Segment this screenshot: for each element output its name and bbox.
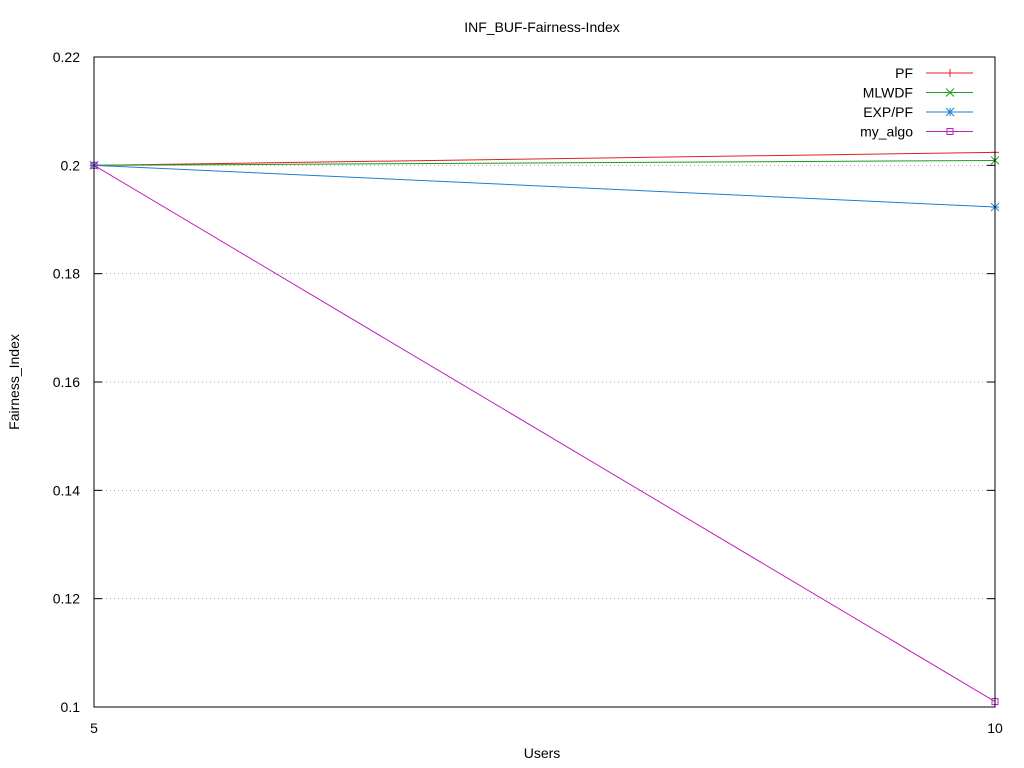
y-tick-label: 0.1 bbox=[61, 699, 81, 715]
legend-marker-stroke bbox=[946, 128, 954, 135]
legend-label: PF bbox=[895, 65, 913, 81]
legend-label: MLWDF bbox=[863, 85, 913, 101]
y-tick-label: 0.16 bbox=[53, 374, 80, 390]
y-tick-label: 0.18 bbox=[53, 266, 80, 282]
y-axis-label: Fairness_Index bbox=[6, 334, 22, 430]
x-tick-label: 10 bbox=[987, 720, 1003, 736]
y-tick-label: 0.14 bbox=[53, 482, 80, 498]
legend-marker-stroke bbox=[945, 107, 955, 117]
series-line bbox=[93, 159, 996, 166]
legend-marker bbox=[945, 107, 955, 117]
tick-layer: 0.1 0.12 0.14 0.16 0.18 0.2 0.22 5 10 bbox=[53, 49, 1003, 736]
series-layer bbox=[89, 148, 1000, 706]
x-axis-label: Users bbox=[524, 745, 561, 761]
legend-label: my_algo bbox=[860, 124, 913, 140]
y-tick-label: 0.22 bbox=[53, 49, 80, 65]
grid-layer bbox=[94, 164, 995, 600]
chart-title: INF_BUF-Fairness-Index bbox=[464, 19, 620, 35]
y-tick-label: 0.12 bbox=[53, 591, 80, 607]
y-tick-label: 0.2 bbox=[61, 157, 81, 173]
series-line bbox=[93, 164, 996, 703]
legend: PF MLWDF EXP/PF my_algo bbox=[860, 65, 973, 140]
x-tick-label: 5 bbox=[90, 720, 98, 736]
series-line bbox=[93, 164, 996, 208]
plot-frame bbox=[93, 56, 996, 708]
legend-marker-stroke bbox=[945, 88, 955, 97]
legend-label: EXP/PF bbox=[863, 104, 913, 120]
legend-marker bbox=[945, 88, 955, 97]
legend-marker bbox=[946, 69, 954, 77]
series-line bbox=[93, 151, 996, 166]
legend-marker bbox=[946, 128, 954, 135]
